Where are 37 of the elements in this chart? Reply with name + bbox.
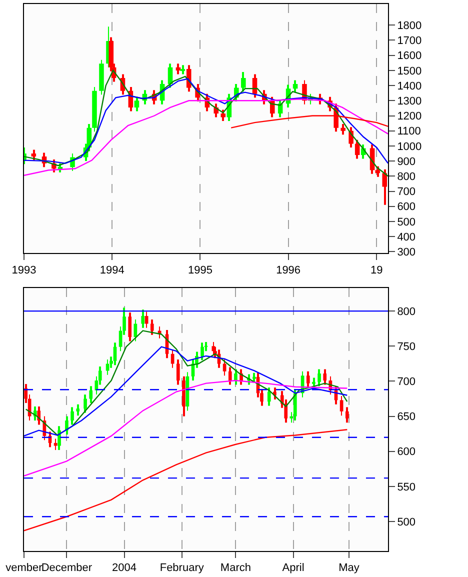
y-tick-label: 500 [397,216,416,228]
y-tick-label: 800 [397,306,416,318]
x-tick-label: February [160,562,204,574]
y-tick-label: 1800 [397,20,422,32]
x-tick-label: 1993 [12,264,36,276]
y-tick-label: 650 [397,411,416,424]
x-tick-label: May [338,562,360,574]
y-tick-label: 1500 [397,65,422,78]
y-tick-label: 1100 [397,126,421,138]
y-tick-label: 400 [397,231,416,244]
y-tick-label: 1000 [397,140,422,153]
y-tick-label: 1700 [397,35,422,48]
y-tick-label: 500 [397,516,416,528]
y-tick-label: 700 [397,376,416,388]
y-tick-label: 700 [397,186,416,198]
y-tick-label: 800 [397,171,416,184]
y-tick-label: 300 [397,246,416,259]
y-tick-label: 1600 [397,50,422,62]
y-tick-label: 550 [397,481,416,494]
line-series [24,98,388,176]
y-tick-label: 750 [397,341,416,354]
line-series [24,429,348,532]
x-tick-label: 19 [370,264,383,276]
x-tick-label: December [41,562,92,574]
x-tick-label: March [220,562,251,574]
y-tick-label: 600 [397,446,416,458]
x-tick-label: 1994 [100,264,124,276]
x-tick-label: 1996 [276,264,301,276]
y-tick-label: 1400 [397,80,422,92]
x-tick-label: vember [6,562,43,574]
x-tick-label: April [282,562,304,574]
y-tick-label: 600 [397,201,416,214]
x-tick-label: 1995 [188,264,212,276]
y-tick-label: 900 [397,156,416,168]
y-tick-label: 1300 [397,96,422,108]
y-tick-label: 1200 [397,110,422,123]
x-tick-label: 2004 [112,562,137,574]
